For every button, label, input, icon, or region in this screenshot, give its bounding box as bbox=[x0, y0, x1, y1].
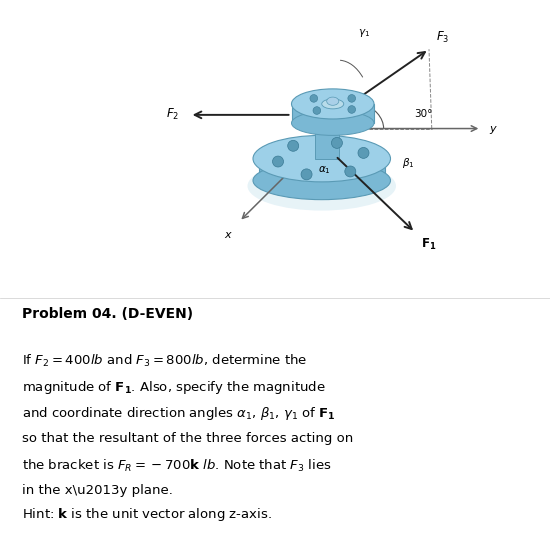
Circle shape bbox=[345, 166, 356, 177]
Circle shape bbox=[358, 148, 369, 159]
Ellipse shape bbox=[248, 161, 396, 211]
Circle shape bbox=[348, 106, 355, 113]
Text: $\beta_1$: $\beta_1$ bbox=[402, 156, 414, 170]
Circle shape bbox=[272, 156, 283, 167]
Text: magnitude of $\mathbf{F_1}$. Also, specify the magnitude: magnitude of $\mathbf{F_1}$. Also, speci… bbox=[22, 379, 326, 396]
Text: 30°: 30° bbox=[414, 109, 433, 119]
Text: $F_3$: $F_3$ bbox=[436, 30, 449, 45]
Polygon shape bbox=[292, 104, 374, 123]
Ellipse shape bbox=[322, 99, 344, 109]
Circle shape bbox=[288, 141, 299, 152]
Circle shape bbox=[301, 169, 312, 180]
Ellipse shape bbox=[292, 89, 374, 119]
Text: y: y bbox=[490, 124, 496, 133]
Ellipse shape bbox=[253, 161, 390, 200]
Text: in the x\u2013y plane.: in the x\u2013y plane. bbox=[22, 484, 173, 497]
Text: and coordinate direction angles $\alpha_1$, $\beta_1$, $\gamma_1$ of $\mathbf{F_: and coordinate direction angles $\alpha_… bbox=[22, 405, 336, 422]
Text: so that the resultant of the three forces acting on: so that the resultant of the three force… bbox=[22, 432, 353, 445]
Ellipse shape bbox=[292, 110, 374, 135]
Circle shape bbox=[313, 107, 321, 114]
Circle shape bbox=[310, 95, 318, 102]
Text: $F_2$: $F_2$ bbox=[166, 107, 179, 123]
Text: Hint: $\mathbf{k}$ is the unit vector along z-axis.: Hint: $\mathbf{k}$ is the unit vector al… bbox=[22, 506, 272, 523]
Polygon shape bbox=[258, 160, 385, 181]
Circle shape bbox=[332, 137, 343, 148]
Text: x: x bbox=[224, 230, 231, 240]
Text: the bracket is $F_R = -700\mathbf{k}$ $lb$. Note that $F_3$ lies: the bracket is $F_R = -700\mathbf{k}$ $l… bbox=[22, 458, 332, 474]
Circle shape bbox=[348, 95, 355, 102]
Text: $\mathbf{F_1}$: $\mathbf{F_1}$ bbox=[421, 237, 436, 252]
Polygon shape bbox=[315, 131, 339, 159]
Text: $\gamma_1$: $\gamma_1$ bbox=[358, 27, 370, 39]
Text: Problem 04. (D-EVEN): Problem 04. (D-EVEN) bbox=[22, 307, 193, 322]
Ellipse shape bbox=[327, 97, 339, 106]
Ellipse shape bbox=[253, 135, 390, 182]
Text: If $F_2 = 400lb$ and $F_3 = 800lb$, determine the: If $F_2 = 400lb$ and $F_3 = 800lb$, dete… bbox=[22, 353, 307, 369]
Text: $\alpha_1$: $\alpha_1$ bbox=[318, 164, 331, 176]
